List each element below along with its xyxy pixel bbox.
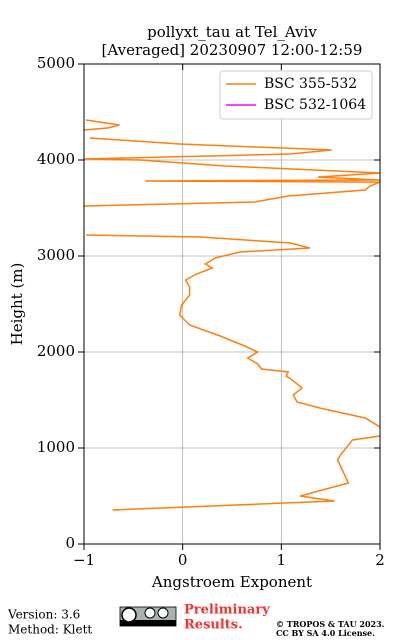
- version: Version: 3.6: [7, 608, 80, 622]
- legend: BSC 355-532 BSC 532-1064: [219, 70, 373, 120]
- y-tick-label: 2000: [37, 342, 75, 360]
- method: Method: Klett: [8, 623, 92, 637]
- y-axis-label: Height (m): [8, 263, 26, 346]
- x-tick-label: −1: [73, 551, 95, 569]
- cc-logo: [119, 606, 177, 627]
- chart-title: pollyxt_tau at Tel_Aviv: [147, 23, 317, 41]
- plot-frame: [83, 63, 381, 545]
- y-tick-label: 1000: [37, 438, 75, 456]
- copyright: CC BY SA 4.0 License.: [276, 628, 375, 638]
- y-tick-label: 5000: [37, 54, 75, 72]
- y-tick-label: 3000: [37, 246, 75, 264]
- x-tick-label: 2: [375, 551, 385, 569]
- y-tick-label: 0: [65, 534, 75, 552]
- y-tick-label: 4000: [37, 150, 75, 168]
- x-tick-label: 1: [277, 551, 287, 569]
- legend-label: BSC 355-532: [264, 76, 357, 92]
- status-line: Preliminary: [184, 603, 270, 618]
- chart-subtitle: [Averaged] 20230907 12:00-12:59: [102, 41, 363, 59]
- legend-box: [219, 70, 373, 120]
- legend-label: BSC 532-1064: [264, 97, 366, 113]
- x-tick-label: 0: [178, 551, 188, 569]
- copyright: © TROPOS & TAU 2023.: [276, 619, 385, 629]
- x-axis-label: Angstroem Exponent: [151, 573, 312, 591]
- status-line: Results.: [184, 618, 243, 633]
- profile-line: [83, 119, 381, 511]
